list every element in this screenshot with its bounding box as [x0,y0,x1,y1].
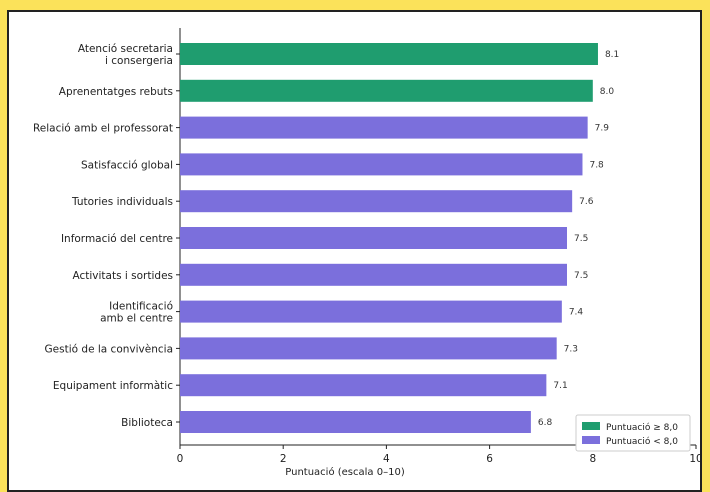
value-label: 7.9 [595,124,610,134]
bar [180,190,573,213]
chart-frame: Atenció secretaria i consergeria 8.1 Aprene… [7,10,702,492]
legend-label: Puntuació < 8,0 [606,436,678,447]
category-label: Identificació [109,301,173,313]
legend-label: Puntuació ≥ 8,0 [606,422,678,433]
category-label: Relació amb el professorat [33,123,173,135]
bar [180,116,588,139]
category-label: amb el centre [100,313,173,325]
category-label: Informació del centre [61,233,173,245]
value-label: 7.6 [579,197,594,207]
category-label: i consergeria [105,55,173,67]
x-tick-label: 2 [280,453,287,465]
category-label: Aprenentatges rebuts [59,86,173,98]
bar [180,263,567,286]
bar [180,79,593,102]
value-label: 7.5 [574,271,588,281]
x-tick-label: 4 [383,453,390,465]
value-label: 6.8 [538,418,553,428]
x-tick-label: 0 [177,453,184,465]
category-label: Biblioteca [121,417,173,429]
legend-swatch [582,436,600,444]
bar [180,300,562,323]
legend-swatch [582,422,600,430]
legend-box [575,414,691,452]
value-label: 8.0 [600,87,615,97]
value-label: 7.8 [589,160,604,170]
category-label: Satisfacció global [81,159,173,171]
category-label: Atenció secretaria [78,43,173,55]
bar [180,337,557,360]
x-tick-label: 6 [486,453,493,465]
bar [180,374,547,397]
category-label: Tutories individuals [71,196,173,208]
value-label: 7.4 [569,308,584,318]
category-label: Equipament informàtic [53,380,173,392]
x-tick-label: 10 [689,453,700,465]
value-label: 7.3 [564,344,578,354]
x-axis-title: Puntuació (escala 0–10) [285,466,405,478]
category-label: Gestió de la convivència [45,343,173,355]
bar [180,153,583,176]
bar [180,43,598,65]
bar [180,411,531,433]
value-label: 8.1 [605,50,619,60]
value-label: 7.1 [553,381,567,391]
value-label: 7.5 [574,234,588,244]
category-label: Activitats i sortides [72,270,173,282]
x-tick-label: 8 [589,453,596,465]
bar [180,227,567,249]
